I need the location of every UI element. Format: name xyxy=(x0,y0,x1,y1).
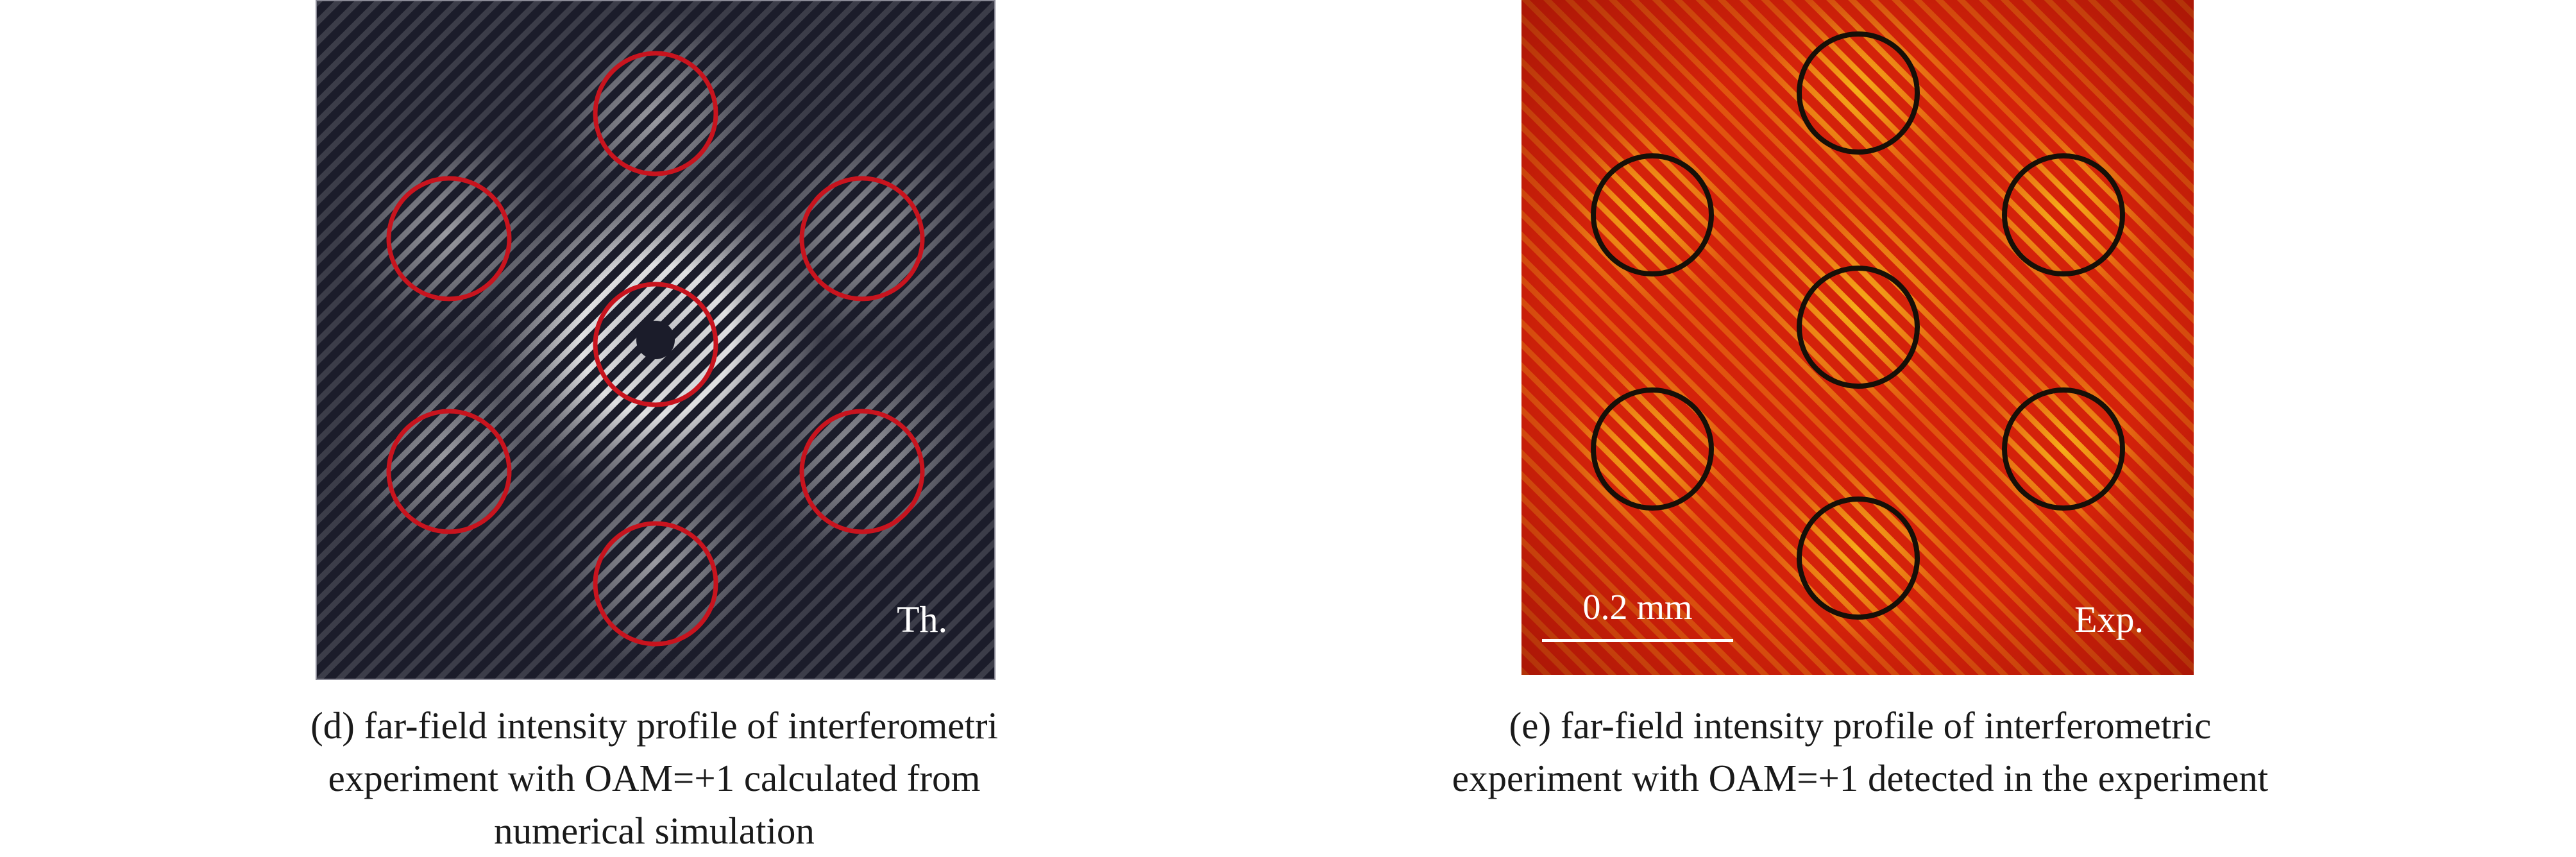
ring-lower-right xyxy=(799,409,925,534)
ring-upper-right xyxy=(799,176,925,301)
experiment-caption: (e) far-field intensity profile of inter… xyxy=(1360,699,2360,804)
ring-upper-left xyxy=(1591,153,1714,276)
ring-top xyxy=(1797,31,1920,155)
panel-corner-label: Exp. xyxy=(2074,598,2144,640)
caption-line: (e) far-field intensity profile of inter… xyxy=(1509,704,2212,747)
ring-upper-right xyxy=(2002,153,2125,276)
simulation-image: Th. xyxy=(316,0,996,680)
ring-lower-left xyxy=(386,409,512,534)
experiment-image: 0.2 mm Exp. xyxy=(1521,0,2194,675)
panel-corner-label: Th. xyxy=(897,598,947,640)
ring-center xyxy=(1797,266,1920,389)
simulation-panel: Th. xyxy=(316,0,996,680)
ring-bottom xyxy=(593,521,718,647)
experiment-panel: 0.2 mm Exp. xyxy=(1521,0,2194,675)
simulation-caption: (d) far-field intensity profile of inter… xyxy=(218,699,1090,857)
ring-lower-left xyxy=(1591,387,1714,511)
ring-center xyxy=(593,282,718,407)
caption-line: numerical simulation xyxy=(494,810,815,852)
caption-line: experiment with OAM=+1 calculated from xyxy=(328,757,981,799)
ring-lower-right xyxy=(2002,387,2125,511)
scale-bar xyxy=(1542,639,1733,642)
ring-upper-left xyxy=(386,176,512,301)
ring-top xyxy=(593,51,718,176)
scale-bar-label: 0.2 mm xyxy=(1582,588,1692,627)
caption-line: experiment with OAM=+1 detected in the e… xyxy=(1452,757,2269,799)
caption-line: (d) far-field intensity profile of inter… xyxy=(310,704,998,747)
ring-bottom xyxy=(1797,496,1920,620)
